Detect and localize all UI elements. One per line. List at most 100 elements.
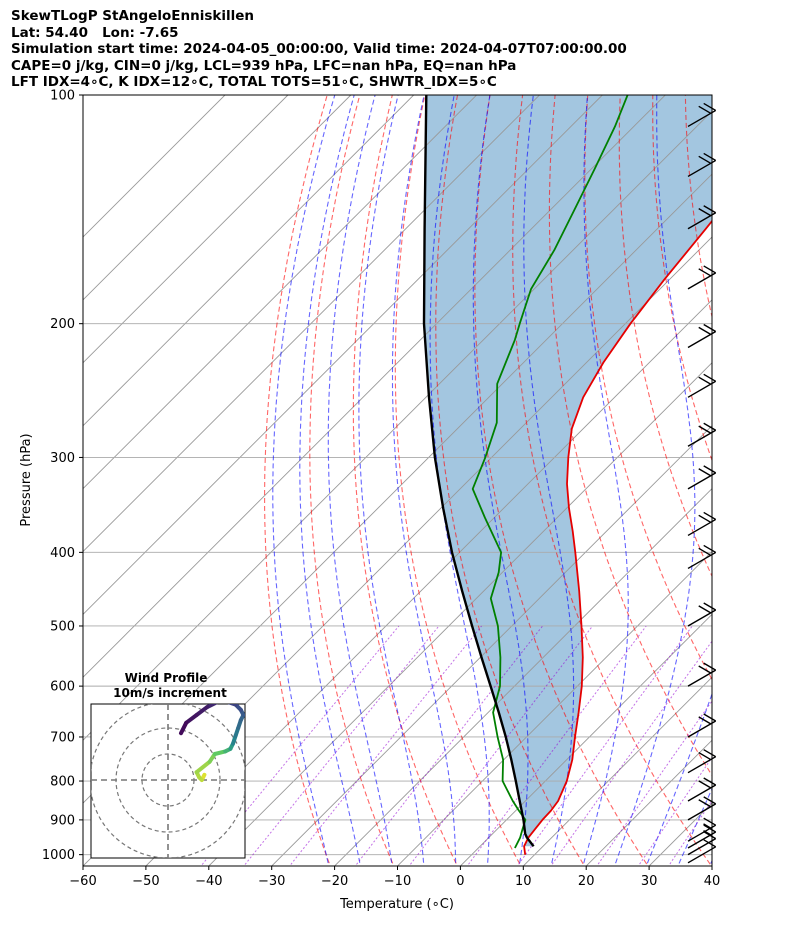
moist-adiabat	[327, 95, 393, 866]
wind-barb-flag	[703, 205, 717, 214]
moist-adiabat	[429, 95, 490, 866]
x-tick-label: 0	[456, 874, 464, 889]
y-tick-label: 700	[50, 730, 75, 745]
moist-adiabat	[582, 95, 629, 866]
isotherm	[459, 613, 712, 866]
wind-barb-staff	[687, 159, 717, 178]
mixing-ratio-line	[596, 700, 712, 866]
mixing-ratio-line	[550, 640, 712, 866]
moist-adiabat	[391, 95, 457, 866]
wind-barb-flag	[703, 373, 717, 382]
moist-adiabat	[272, 95, 336, 866]
wind-barb-flag	[703, 544, 717, 554]
x-tick-label: 40	[704, 874, 721, 889]
x-tick-label: 20	[578, 874, 595, 889]
wind-barb-staff	[687, 720, 717, 738]
wind-barb-staff	[687, 330, 717, 349]
stability-indices-1: CAPE=0 j/kg, CIN=0 j/kg, LCL=939 hPa, LF…	[11, 57, 517, 74]
simulation-times: Simulation start time: 2024-04-05_00:00:…	[11, 41, 627, 57]
wind-barb-staff	[687, 669, 717, 687]
wind-barb-flag	[698, 780, 712, 789]
dry-adiabat	[394, 95, 522, 866]
wind-barb-staff	[687, 212, 717, 230]
wind-barb	[687, 511, 717, 537]
mixing-ratio-line	[637, 756, 712, 866]
wind-barb	[687, 323, 717, 349]
isotherm	[208, 362, 712, 866]
isotherm	[711, 865, 712, 866]
hodograph-segment	[179, 720, 189, 736]
mixing-ratio-line	[200, 625, 400, 866]
dry-adiabat	[652, 95, 712, 462]
wind-barb-flag	[703, 839, 717, 848]
dry-adiabat	[717, 78, 794, 871]
y-tick-label: 200	[50, 317, 75, 332]
isotherm	[83, 110, 712, 741]
mixing-ratio-line	[243, 625, 440, 866]
x-tick-label: 10	[515, 874, 532, 889]
wind-barb-flag	[698, 208, 712, 217]
dry-adiabat	[309, 95, 395, 866]
wind-barb-staff	[687, 272, 717, 290]
wind-barb-flag	[698, 514, 712, 523]
mixing-ratio-line	[667, 799, 712, 866]
isotherm	[83, 95, 477, 490]
wind-barb-flag	[698, 155, 712, 164]
hodograph-segment	[194, 705, 209, 717]
hodograph-segment	[227, 704, 238, 707]
wind-barb	[687, 839, 717, 864]
y-tick-label: 1000	[42, 848, 75, 863]
isotherm	[83, 95, 666, 678]
wind-barb-flag	[703, 465, 717, 474]
profile-lines-layer	[422, 95, 712, 855]
wind-barb-flag	[698, 268, 712, 277]
moist-adiabat	[708, 859, 712, 866]
x-tick-label: −30	[258, 874, 285, 889]
wind-barb-flag	[703, 823, 712, 829]
hodograph-title: Wind Profile	[125, 671, 208, 685]
axes-layer: −60 −50 −40 −30 −20 −10 0 10 20 30 40 100 200 300 400 5…	[42, 89, 720, 890]
isotherm	[83, 95, 226, 238]
wind-barb	[687, 777, 717, 802]
wind-barb-staff	[687, 380, 717, 398]
isotherm	[83, 95, 289, 301]
wind-barb-flag	[703, 777, 717, 786]
wind-barb-flag	[698, 751, 712, 761]
hodograph-segment	[194, 759, 212, 775]
wind-barb	[687, 796, 717, 821]
dry-adiabat	[618, 95, 712, 578]
cape-area-layer	[424, 95, 712, 847]
mixing-ratio-line	[466, 625, 647, 866]
dewpoint-line	[471, 95, 629, 849]
wind-barb-flag	[703, 102, 717, 112]
isotherm	[333, 487, 712, 866]
wind-barb-flag	[703, 152, 717, 162]
wind-barb-flag	[703, 796, 717, 805]
wind-barb-flag	[698, 605, 712, 614]
wind-barb-staff	[687, 824, 717, 842]
isotherm	[145, 299, 712, 866]
wind-barb-flag	[703, 422, 717, 431]
wind-barb-flag	[698, 105, 712, 114]
y-tick-label: 100	[50, 89, 75, 104]
isotherm	[83, 95, 540, 553]
wind-barb-staff	[687, 756, 717, 774]
dry-adiabat	[548, 95, 712, 777]
cape-cin-shading	[424, 95, 712, 847]
y-tick-label: 800	[50, 775, 75, 790]
wind-barb-staff	[687, 803, 717, 821]
hodograph-plot	[91, 704, 245, 858]
wind-barb-staff	[687, 518, 717, 537]
station-location: Lat: 54.40 Lon: -7.65	[11, 24, 179, 41]
chart-header: SkewTLogP StAngeloEnniskillen Lat: 54.40 …	[11, 8, 627, 91]
dry-adiabat	[474, 95, 649, 866]
moist-adiabat	[523, 95, 575, 866]
wind-barb-flag	[698, 665, 712, 674]
moist-adiabat	[472, 95, 529, 866]
mixing-ratio-line	[516, 625, 693, 866]
wind-barb-flag	[698, 425, 712, 434]
hodograph-segment	[184, 713, 199, 725]
x-tick-label: 30	[641, 874, 658, 889]
wind-barb	[687, 265, 717, 290]
